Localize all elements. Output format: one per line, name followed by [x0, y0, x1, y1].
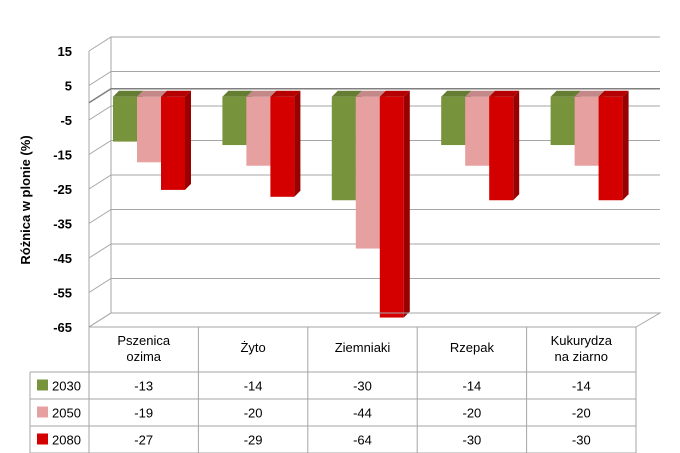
y-tick-label: 5 — [65, 79, 72, 94]
bar-front — [550, 96, 575, 146]
bar — [379, 90, 410, 318]
bar-front — [355, 96, 380, 249]
grid-line — [88, 312, 660, 328]
bar-front — [489, 96, 514, 201]
bar-front — [137, 96, 161, 163]
bar-front — [113, 96, 137, 142]
y-tick-label: 15 — [58, 44, 72, 59]
category-label: ozima — [126, 349, 161, 364]
bar-top — [270, 90, 301, 97]
data-value: -14 — [244, 379, 263, 394]
bar-front — [331, 96, 356, 201]
bar-top — [355, 90, 386, 97]
data-value: -30 — [353, 379, 372, 394]
bar-top — [246, 90, 277, 97]
category-label: Żyto — [240, 340, 265, 355]
bar-front — [222, 96, 247, 146]
data-value: -20 — [572, 406, 591, 421]
y-tick-label: -25 — [53, 182, 72, 197]
bar-front — [465, 96, 490, 166]
grid-line — [88, 278, 660, 293]
category-label: Kukurydza — [551, 333, 613, 348]
category-label: Ziemniaki — [335, 340, 391, 355]
data-value: -20 — [244, 406, 263, 421]
data-value: -29 — [244, 433, 263, 448]
grid-line — [88, 36, 660, 52]
bar-side — [622, 90, 629, 201]
bars — [113, 90, 629, 318]
bar — [489, 90, 520, 201]
data-value: -14 — [572, 379, 591, 394]
bar-side — [185, 90, 191, 190]
y-tick-label: -5 — [60, 113, 72, 128]
data-value: -14 — [463, 379, 482, 394]
zero-line — [88, 88, 660, 104]
data-value: -20 — [463, 406, 482, 421]
bar-front — [161, 96, 185, 190]
data-value: -44 — [353, 406, 372, 421]
bar-top — [550, 90, 581, 97]
bar-front — [574, 96, 599, 166]
y-tick-label: -35 — [53, 217, 72, 232]
bar — [270, 90, 301, 197]
y-tick-label: -15 — [53, 148, 72, 163]
bar-front — [441, 96, 466, 146]
data-value: -30 — [572, 433, 591, 448]
bar-top — [137, 90, 167, 97]
bar-side — [403, 90, 410, 318]
data-value: -13 — [134, 379, 153, 394]
bar-front — [379, 96, 404, 318]
bar-top — [489, 90, 520, 97]
bar-top — [161, 90, 191, 97]
y-tick-label: -45 — [53, 251, 72, 266]
legend-key — [37, 433, 48, 445]
bar-top — [113, 90, 143, 97]
data-value: -19 — [134, 406, 153, 421]
bar-top — [222, 90, 253, 97]
legend-key — [37, 406, 48, 418]
category-label: na ziarno — [555, 349, 608, 364]
bar-top — [379, 90, 410, 97]
bar-top — [331, 90, 362, 97]
y-axis-label: Różnica w plonie (%) — [18, 135, 33, 264]
bar-side — [513, 90, 520, 201]
y-tick-labels: 15 5 -5 -15 -25 -35 -45 -55 -65 — [53, 44, 72, 335]
bar-top — [465, 90, 496, 97]
y-tick-label: -55 — [53, 286, 72, 301]
legend-label: 2050 — [52, 406, 81, 421]
data-value: -27 — [134, 433, 153, 448]
category-label: Rzepak — [450, 340, 495, 355]
legend-label: 2080 — [52, 433, 81, 448]
bar — [161, 90, 191, 190]
bar-top — [598, 90, 629, 97]
bar-front — [598, 96, 623, 201]
data-value: -30 — [463, 433, 482, 448]
legend-label: 2030 — [52, 379, 81, 394]
y-tick-label: -65 — [53, 320, 72, 335]
bar-front — [246, 96, 271, 166]
bar-top — [574, 90, 605, 97]
category-label: Pszenica — [117, 333, 171, 348]
bar-top — [441, 90, 472, 97]
data-value: -64 — [353, 433, 372, 448]
grid-line — [88, 71, 660, 86]
floor-edge — [88, 312, 662, 328]
bar-side — [294, 90, 301, 197]
bar-front — [270, 96, 295, 197]
legend-key — [37, 379, 48, 391]
bar — [598, 90, 629, 201]
